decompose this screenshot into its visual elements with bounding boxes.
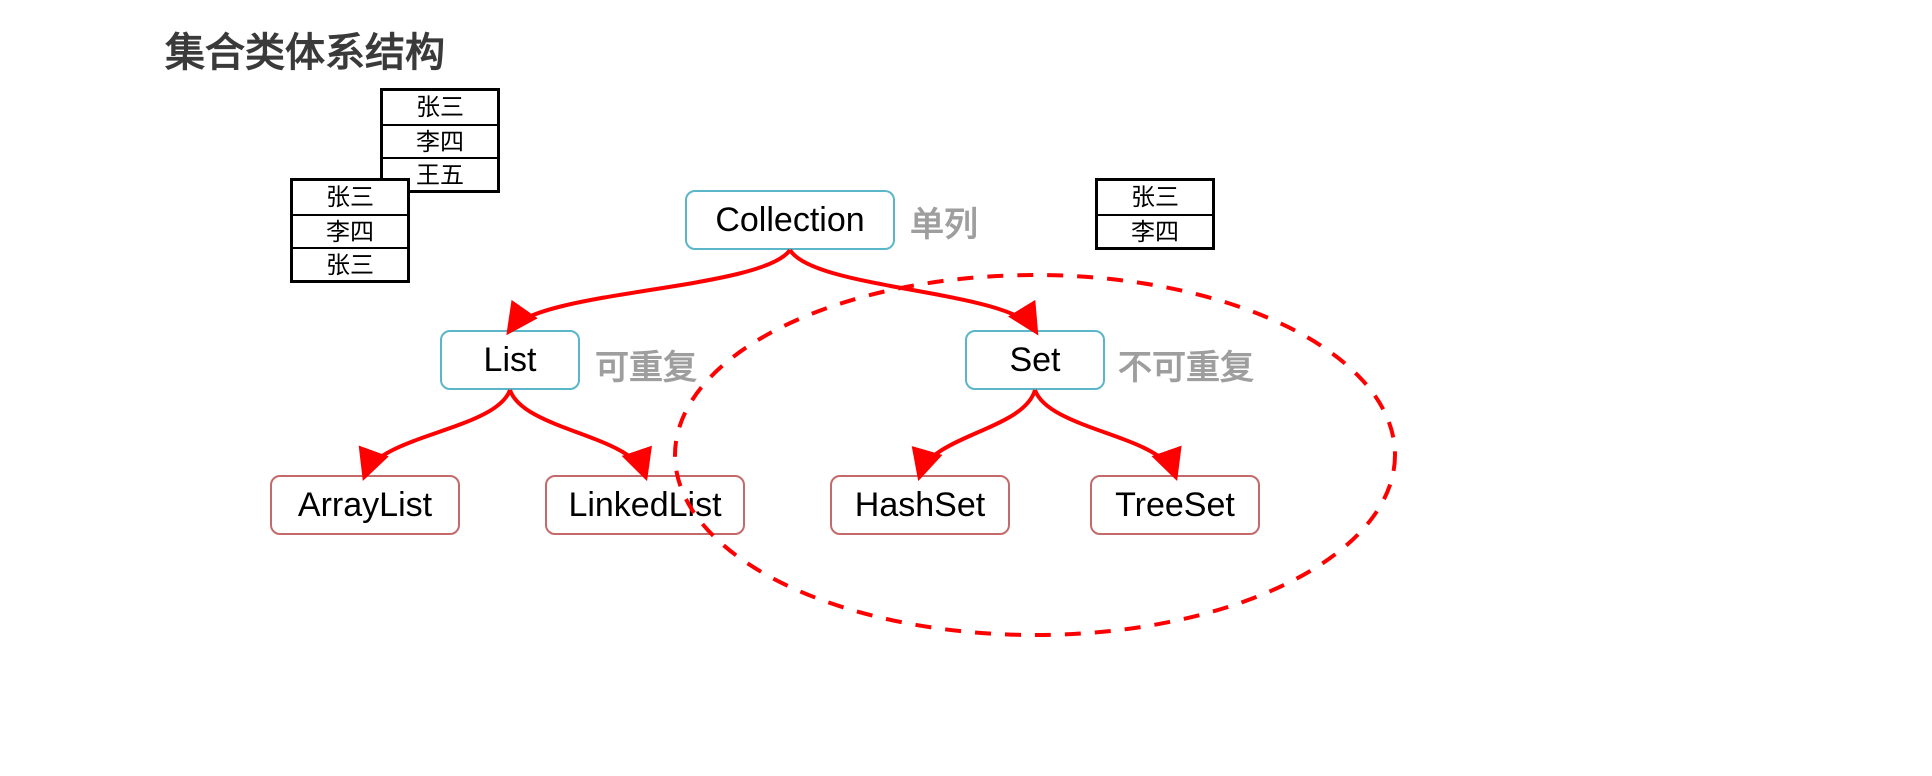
page-title: 集合类体系结构 [165,20,445,78]
annotation-single-column: 单列 [910,197,978,246]
table-row: 张三 [293,247,407,280]
node-set: Set [965,330,1105,390]
edge-collection-set [790,250,1035,330]
edge-list-arraylist [365,390,510,475]
connector-layer [0,0,1932,776]
example-table-left: 张三李四张三 [290,178,410,283]
node-collection: Collection [685,190,895,250]
table-row: 李四 [383,124,497,157]
table-row: 张三 [383,91,497,124]
highlight-ellipse [675,275,1395,635]
edge-collection-list [510,250,790,330]
edge-list-linkedlist [510,390,645,475]
annotation-non-repeat: 不可重复 [1118,340,1254,389]
node-linkedlist: LinkedList [545,475,745,535]
example-table-right: 张三李四 [1095,178,1215,250]
table-row: 李四 [293,214,407,247]
node-arraylist: ArrayList [270,475,460,535]
table-row: 张三 [1098,181,1212,214]
node-hashset: HashSet [830,475,1010,535]
diagram-stage: 集合类体系结构 张三李四王五 张三李四张三 张三李四 Collection Li… [0,0,1932,776]
node-list: List [440,330,580,390]
table-row: 张三 [293,181,407,214]
node-treeset: TreeSet [1090,475,1260,535]
edge-set-hashset [920,390,1035,475]
edge-set-treeset [1035,390,1175,475]
annotation-repeatable: 可重复 [595,340,697,389]
table-row: 李四 [1098,214,1212,247]
